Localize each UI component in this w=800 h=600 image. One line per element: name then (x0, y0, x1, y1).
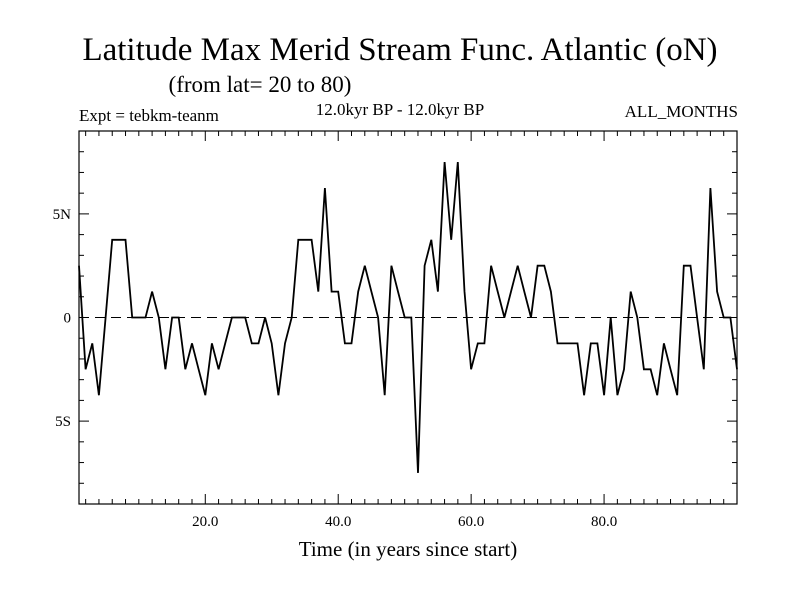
y-tick-label: 0 (64, 311, 72, 327)
x-tick-label: 80.0 (591, 514, 617, 530)
x-tick-label: 20.0 (192, 514, 218, 530)
series-line (78, 162, 738, 473)
x-axis-label: Time (in years since start) (298, 537, 518, 561)
x-tick-label: 40.0 (325, 514, 351, 530)
x-ticks: 20.0 40.0 60.0 80.0 (85, 131, 738, 530)
period-label: 12.0kyr BP - 12.0kyr BP (315, 100, 485, 119)
y-tick-label: 5N (53, 207, 72, 223)
y-tick-label: 5S (55, 414, 71, 430)
chart-subtitle: (from lat= 20 to 80) (168, 72, 352, 97)
series-group (78, 162, 738, 473)
y-ticks: 5S 0 5N (53, 151, 737, 484)
chart-title: Latitude Max Merid Stream Func. Atlantic… (82, 32, 718, 68)
experiment-label: Expt = tebkm-teanm (79, 106, 219, 125)
months-label: ALL_MONTHS (624, 102, 738, 121)
x-tick-label: 60.0 (458, 514, 484, 530)
